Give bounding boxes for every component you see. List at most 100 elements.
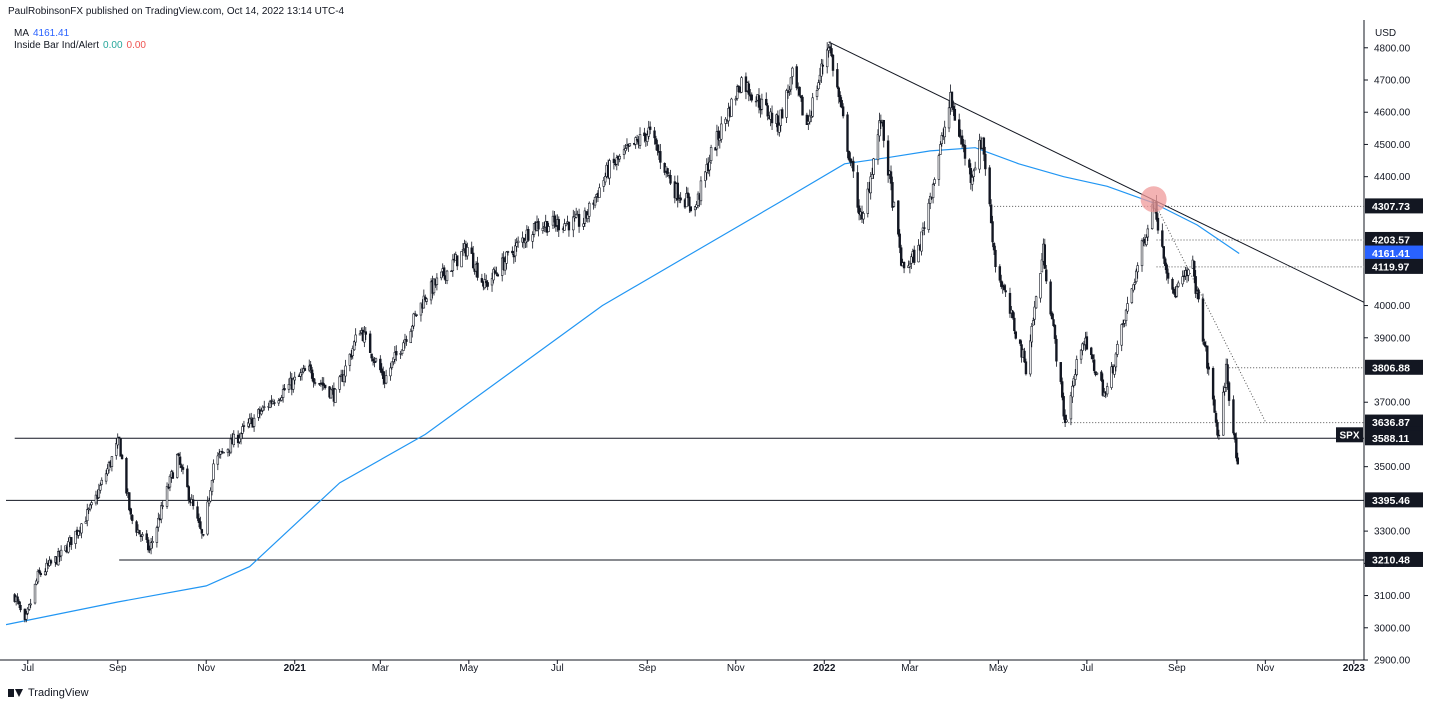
candle-body (145, 533, 148, 540)
candle-body (364, 331, 368, 335)
candle-body (131, 514, 134, 521)
candle-body (168, 475, 172, 488)
candle-body (1091, 354, 1094, 359)
candle-body (910, 256, 913, 264)
symbol-tag-box (1336, 427, 1363, 443)
indicator-ma-legend[interactable]: MA 4161.41 (14, 28, 69, 39)
candle-body (1113, 366, 1116, 375)
candle-body (978, 139, 981, 170)
candle-body (451, 259, 455, 272)
candles (13, 41, 1239, 623)
candle-body (1071, 385, 1074, 398)
x-tick-label: May (989, 663, 1008, 674)
candle-body (1171, 278, 1174, 290)
candle-body (135, 521, 138, 533)
candle-body (303, 368, 307, 371)
candle-body (778, 124, 781, 133)
y-tick-label: 4800.00 (1374, 43, 1411, 54)
currency-label: USD (1375, 28, 1397, 39)
candle-body (869, 176, 872, 194)
price-label-text: 3210.48 (1372, 554, 1410, 566)
candle-body (1050, 312, 1054, 320)
candle-body (100, 479, 103, 485)
x-tick-label: Jul (21, 663, 34, 674)
indicator-insidebar-legend[interactable]: Inside Bar Ind/Alert 0.00 0.00 (14, 40, 146, 51)
candle-body (216, 455, 220, 465)
candle-body (490, 278, 494, 286)
candle-body (374, 358, 378, 362)
candle-body (754, 100, 758, 103)
candle-body (820, 63, 823, 77)
candle-body (836, 69, 839, 88)
price-label-text: 3806.88 (1372, 362, 1410, 374)
candle-body (402, 342, 405, 351)
candle-body (656, 144, 659, 151)
candle-body (380, 368, 383, 374)
indicator-insidebar-value-down: 0.00 (126, 40, 146, 51)
candle-body (766, 105, 769, 117)
candle-body (757, 95, 761, 108)
candle-body (1236, 457, 1239, 465)
candle-body (300, 371, 304, 375)
candle-body (492, 269, 495, 281)
candle-body (1065, 419, 1068, 423)
candle-body (648, 126, 652, 130)
candle-body (94, 494, 98, 504)
candle-body (393, 352, 397, 360)
candle-body (1072, 378, 1076, 386)
candle-body (1049, 281, 1052, 315)
candle-body (572, 216, 575, 231)
x-tick-label: 2022 (813, 663, 836, 674)
symbol-tag-text: SPX (1339, 430, 1359, 441)
candle-body (933, 179, 936, 184)
tradingview-footer[interactable]: TradingView (8, 687, 89, 699)
candle-body (181, 467, 185, 470)
candle-body (1075, 359, 1078, 375)
candle-body (1201, 298, 1205, 342)
x-tick-label: Nov (197, 663, 215, 674)
candle-body (88, 504, 92, 510)
candle-body (165, 486, 169, 507)
candle-body (841, 106, 845, 117)
candle-body (998, 266, 1002, 281)
candle-body (593, 197, 597, 206)
footer-brand: TradingView (28, 687, 89, 699)
candle-body (199, 521, 202, 529)
candle-body (818, 74, 822, 82)
candle-body (148, 549, 151, 551)
candle-body (654, 138, 658, 145)
candle-body (846, 114, 849, 152)
candle-body (715, 131, 719, 150)
y-tick-label: 4000.00 (1374, 301, 1411, 312)
candle-body (1101, 379, 1105, 396)
x-tick-label: Sep (1168, 663, 1186, 674)
price-label-box (1365, 492, 1423, 508)
candle-body (898, 233, 901, 248)
candle-body (1100, 371, 1103, 381)
candle-body (720, 123, 723, 140)
candle-body (876, 134, 880, 161)
candle-body (171, 472, 175, 479)
candle-body (422, 295, 426, 309)
candle-body (432, 278, 436, 294)
candle-body (440, 271, 443, 279)
candle-body (882, 119, 885, 141)
trendline (828, 41, 1364, 303)
price-label-box (1365, 359, 1423, 375)
candle-body (26, 608, 29, 614)
candle-body (220, 451, 224, 453)
candle-body (963, 145, 967, 159)
candle-body (268, 400, 272, 408)
candle-body (242, 425, 246, 427)
price-label-text: 3588.11 (1372, 433, 1410, 445)
price-label-text: 4203.57 (1372, 234, 1410, 246)
candle-body (128, 492, 131, 511)
y-tick-label: 2900.00 (1374, 656, 1411, 667)
candle-body (989, 204, 993, 224)
candle-body (740, 77, 743, 93)
candle-body (310, 369, 314, 379)
candle-body (1033, 306, 1036, 320)
candle-body (939, 144, 942, 155)
candle-body (612, 158, 616, 164)
